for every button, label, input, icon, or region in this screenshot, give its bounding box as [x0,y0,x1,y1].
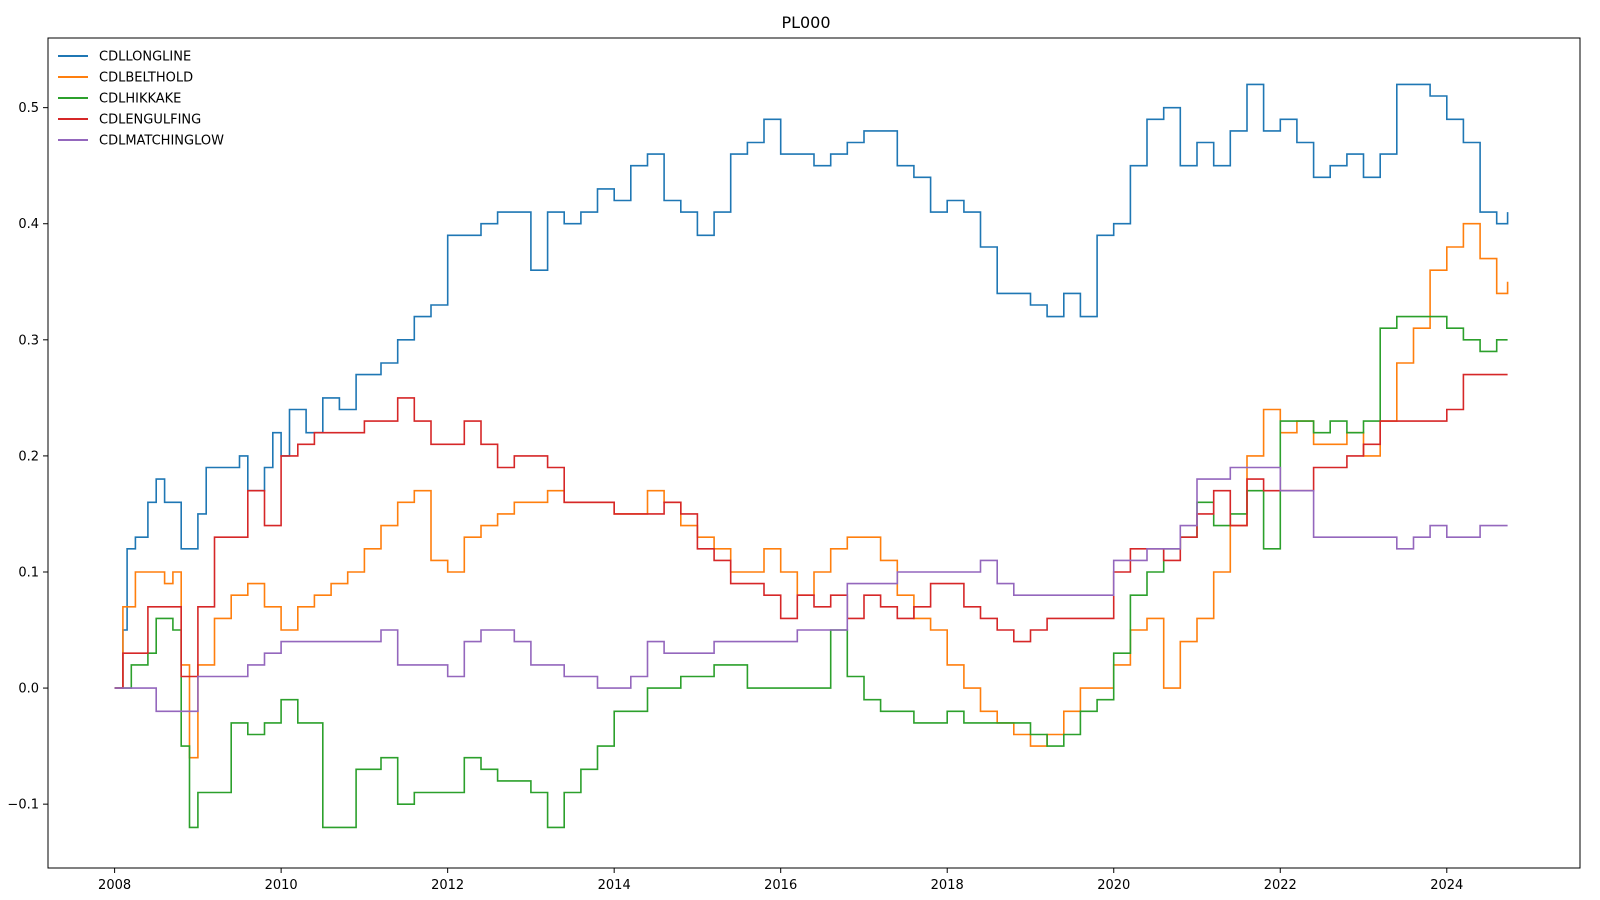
x-tick-label: 2010 [265,878,298,893]
y-tick-label: 0.2 [18,449,39,464]
x-tick-label: 2020 [1097,878,1130,893]
x-tick-label: 2014 [598,878,631,893]
y-tick-label: 0.3 [18,333,39,348]
y-tick-label: 0.1 [18,565,39,580]
y-tick-label: 0.0 [18,682,39,697]
series-line-cdlengulfing [114,373,1508,689]
x-tick-label: 2016 [764,878,797,893]
x-tick-label: 2018 [931,878,964,893]
x-axis: 2008 2010 2012 2014 2016 2018 2020 2022 2024 [98,868,1463,893]
plot-area [114,83,1509,829]
y-axis: −0.1 0.0 0.1 0.2 0.3 0.4 0.5 [7,101,48,813]
x-tick-label: 2012 [431,878,464,893]
legend-label: CDLENGULFING [99,113,201,128]
series-line-cdllongline [114,83,1509,689]
x-tick-label: 2008 [98,878,131,893]
y-tick-label: 0.5 [18,101,39,116]
series-line-cdlmatchinglow [114,466,1508,713]
legend-label: CDLLONGLINE [99,50,191,65]
y-tick-label: −0.1 [7,798,39,813]
legend-label: CDLBELTHOLD [99,71,193,86]
series-line-cdlhikkake [114,315,1508,829]
legend: CDLLONGLINE CDLBELTHOLD CDLHIKKAKE CDLENGUL… [58,50,224,149]
y-tick-label: 0.4 [18,217,39,232]
x-tick-label: 2022 [1264,878,1297,893]
legend-label: CDLHIKKAKE [99,92,181,107]
legend-label: CDLMATCHINGLOW [99,134,224,149]
chart-title: PL000 [781,13,830,32]
axes-frame [47,37,1581,869]
x-tick-label: 2024 [1430,878,1463,893]
